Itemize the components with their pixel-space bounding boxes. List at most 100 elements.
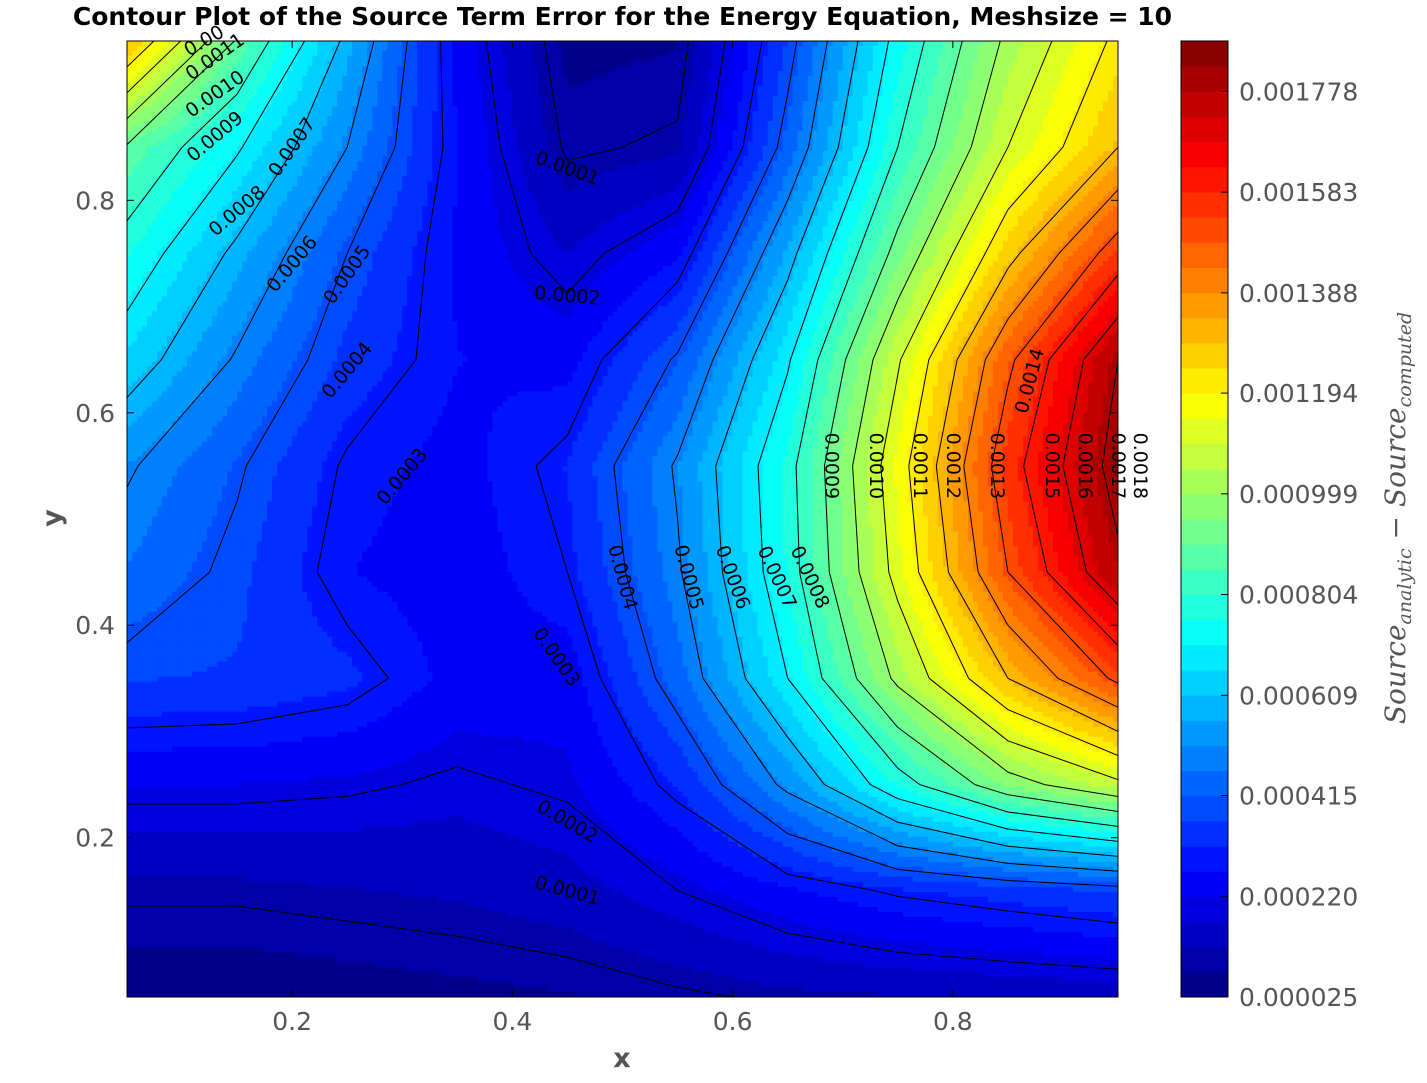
contour-band-cell: [788, 96, 794, 102]
contour-band-cell: [317, 76, 323, 82]
contour-band-cell: [147, 76, 153, 82]
contour-band-cell: [773, 66, 779, 72]
contour-band-cell: [577, 101, 583, 107]
contour-band-cell: [623, 111, 629, 117]
contour-band-cell: [362, 51, 368, 57]
contour-band-cell: [738, 91, 744, 97]
contour-band-cell: [347, 151, 353, 157]
contour-band-cell: [497, 116, 503, 122]
contour-band-cell: [427, 101, 433, 107]
contour-band-cell: [512, 116, 518, 122]
contour-band-cell: [552, 81, 558, 87]
contour-band-cell: [152, 86, 158, 92]
contour-band-cell: [497, 101, 503, 107]
contour-band-cell: [1048, 111, 1054, 117]
contour-band-cell: [362, 61, 368, 67]
contour-band-cell: [663, 136, 669, 142]
contour-band-cell: [638, 41, 644, 47]
contour-band-cell: [723, 151, 729, 157]
contour-band-cell: [552, 101, 558, 107]
contour-band-cell: [703, 56, 709, 62]
contour-band-cell: [818, 96, 824, 102]
contour-band-cell: [793, 121, 799, 127]
contour-band-cell: [638, 121, 644, 127]
contour-band-cell: [372, 141, 378, 147]
contour-band-cell: [587, 111, 593, 117]
contour-band-cell: [432, 121, 438, 127]
contour-band-cell: [602, 56, 608, 62]
contour-band-cell: [152, 51, 158, 57]
contour-band-cell: [1073, 156, 1079, 162]
contour-band-cell: [813, 81, 819, 87]
contour-band-cell: [988, 161, 994, 167]
contour-band-cell: [232, 141, 238, 147]
contour-band-cell: [252, 141, 258, 147]
contour-band-cell: [1063, 126, 1069, 132]
contour-band-cell: [262, 141, 268, 147]
contour-band-cell: [572, 41, 578, 47]
contour-band-cell: [392, 61, 398, 67]
contour-band-cell: [617, 141, 623, 147]
contour-band-cell: [392, 116, 398, 122]
contour-band-cell: [1043, 86, 1049, 92]
contour-band-cell: [868, 136, 874, 142]
contour-band-cell: [888, 76, 894, 82]
contour-band-cell: [337, 56, 343, 62]
contour-band-cell: [487, 136, 493, 142]
contour-band-cell: [1018, 156, 1024, 162]
contour-band-cell: [693, 41, 699, 47]
contour-band-cell: [332, 116, 338, 122]
contour-band-cell: [828, 131, 834, 137]
contour-band-cell: [497, 156, 503, 162]
contour-band-cell: [803, 76, 809, 82]
contour-band-cell: [1003, 71, 1009, 77]
contour-band-cell: [527, 146, 533, 152]
contour-band-cell: [477, 76, 483, 82]
contour-band-cell: [633, 76, 639, 82]
contour-band-cell: [668, 66, 674, 72]
contour-band-cell: [482, 61, 488, 67]
contour-band-cell: [1098, 151, 1104, 157]
contour-band-cell: [392, 156, 398, 162]
contour-band-cell: [352, 151, 358, 157]
contour-band-cell: [663, 111, 669, 117]
contour-band-cell: [387, 56, 393, 62]
contour-band-cell: [1068, 56, 1074, 62]
contour-band-cell: [778, 101, 784, 107]
contour-band-cell: [497, 121, 503, 127]
contour-band-cell: [958, 121, 964, 127]
contour-band-cell: [607, 41, 613, 47]
contour-band-cell: [557, 66, 563, 72]
contour-band-cell: [457, 81, 463, 87]
contour-band-cell: [1053, 141, 1059, 147]
contour-band-cell: [582, 106, 588, 112]
contour-band-cell: [863, 161, 869, 167]
contour-band-cell: [1058, 126, 1064, 132]
contour-band-cell: [923, 151, 929, 157]
contour-band-cell: [823, 66, 829, 72]
contour-band-cell: [172, 81, 178, 87]
contour-band-cell: [743, 81, 749, 87]
contour-band-cell: [948, 121, 954, 127]
contour-band-cell: [612, 91, 618, 97]
contour-band-cell: [352, 166, 358, 172]
contour-band-cell: [703, 61, 709, 67]
contour-band-cell: [417, 41, 423, 47]
contour-band-cell: [628, 161, 634, 167]
contour-band-cell: [612, 56, 618, 62]
contour-band-cell: [888, 66, 894, 72]
contour-band-cell: [262, 66, 268, 72]
contour-band-cell: [898, 56, 904, 62]
contour-band-cell: [1033, 161, 1039, 167]
contour-band-cell: [477, 61, 483, 67]
contour-band-cell: [327, 41, 333, 47]
contour-band-cell: [918, 131, 924, 137]
contour-band-cell: [643, 41, 649, 47]
contour-band-cell: [457, 106, 463, 112]
contour-band-cell: [512, 106, 518, 112]
contour-band-cell: [257, 61, 263, 67]
contour-band-cell: [918, 126, 924, 132]
contour-band-cell: [612, 151, 618, 157]
contour-band-cell: [382, 136, 388, 142]
